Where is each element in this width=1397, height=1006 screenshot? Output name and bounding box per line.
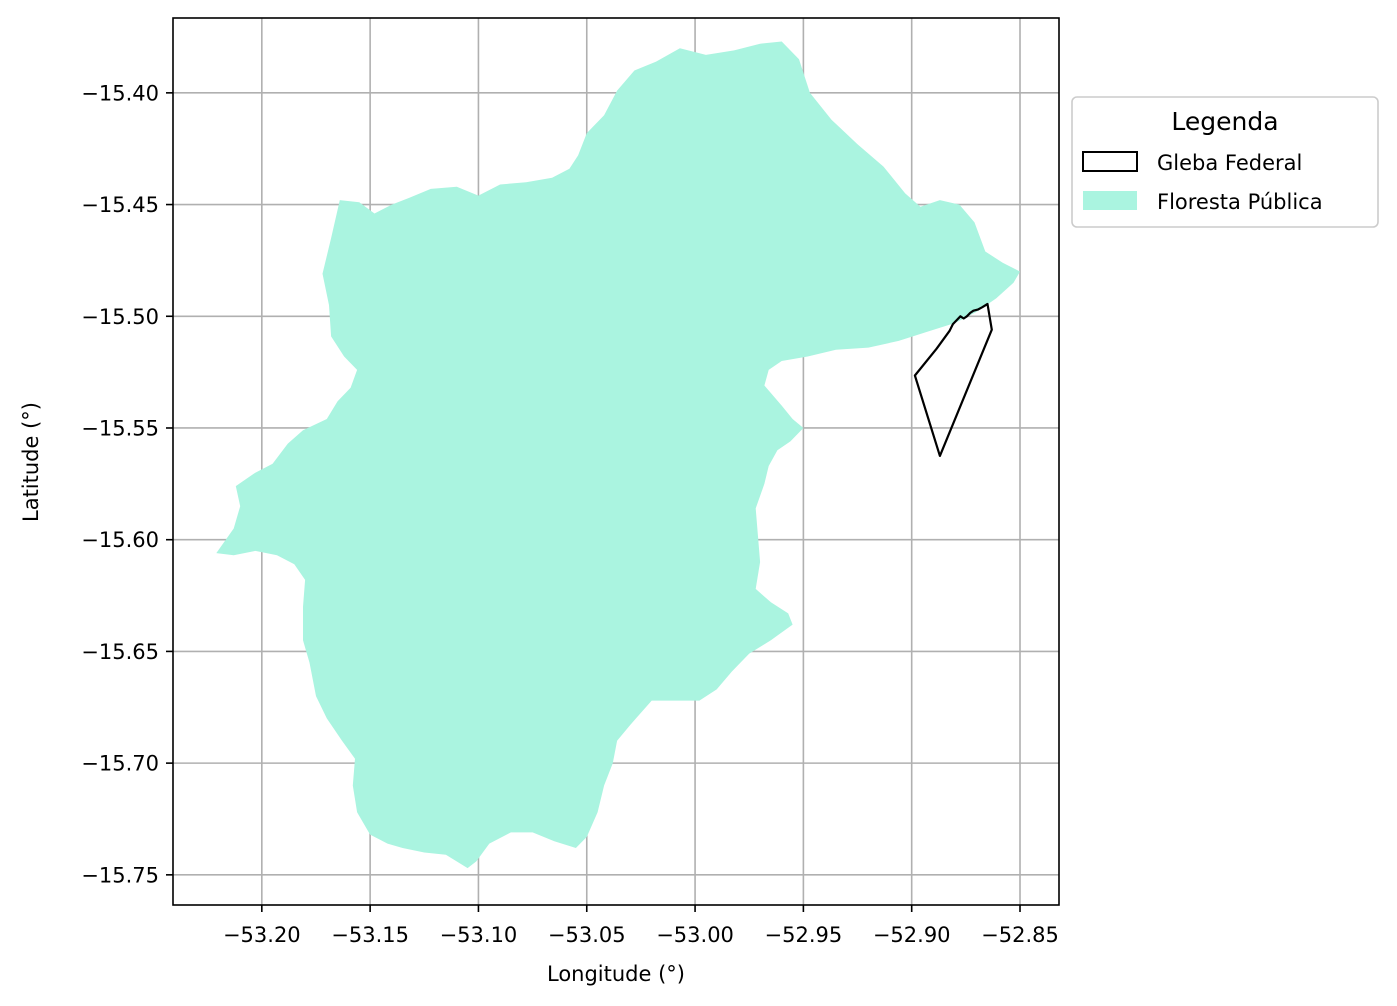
gleba-federal-polygon [913, 302, 993, 457]
legend-box [1071, 96, 1379, 228]
legend-label-floresta-publica: Floresta Pública [1157, 190, 1323, 214]
legend-swatch-floresta-publica [1083, 191, 1137, 210]
floresta-publica-polygon [216, 41, 1021, 869]
legend: Legenda Gleba Federal Floresta Pública [1071, 96, 1379, 228]
y-tick-label: −15.55 [81, 416, 159, 440]
y-tick-label: −15.70 [81, 752, 159, 776]
x-axis-label: Longitude (°) [547, 962, 685, 986]
x-tick-label: −53.05 [548, 923, 626, 947]
legend-label-gleba-federal: Gleba Federal [1157, 151, 1302, 175]
axes-frame [172, 17, 1060, 906]
y-tick-label: −15.60 [81, 528, 159, 552]
y-axis-ticks: −15.40 −15.45 −15.50 −15.55 −15.60 −15.65 −15.… [81, 81, 173, 887]
x-tick-label: −53.00 [656, 923, 734, 947]
x-axis-ticks: −53.20 −53.15 −53.10 −53.05 −53.00 −52.95 −52.… [223, 905, 1059, 947]
y-tick-label: −15.75 [81, 863, 159, 887]
y-tick-label: −15.40 [81, 81, 159, 105]
x-tick-label: −53.10 [440, 923, 518, 947]
y-tick-label: −15.50 [81, 305, 159, 329]
y-tick-label: −15.65 [81, 640, 159, 664]
x-tick-label: −53.15 [331, 923, 409, 947]
y-tick-label: −15.45 [81, 193, 159, 217]
map-layers [216, 41, 1021, 869]
legend-title: Legenda [1171, 107, 1278, 136]
y-axis-label: Latitude (°) [19, 402, 43, 522]
legend-swatch-gleba-federal [1082, 151, 1138, 172]
x-tick-label: −52.90 [873, 923, 951, 947]
x-tick-label: −52.85 [981, 923, 1059, 947]
x-tick-label: −53.20 [223, 923, 301, 947]
x-tick-label: −52.95 [765, 923, 843, 947]
